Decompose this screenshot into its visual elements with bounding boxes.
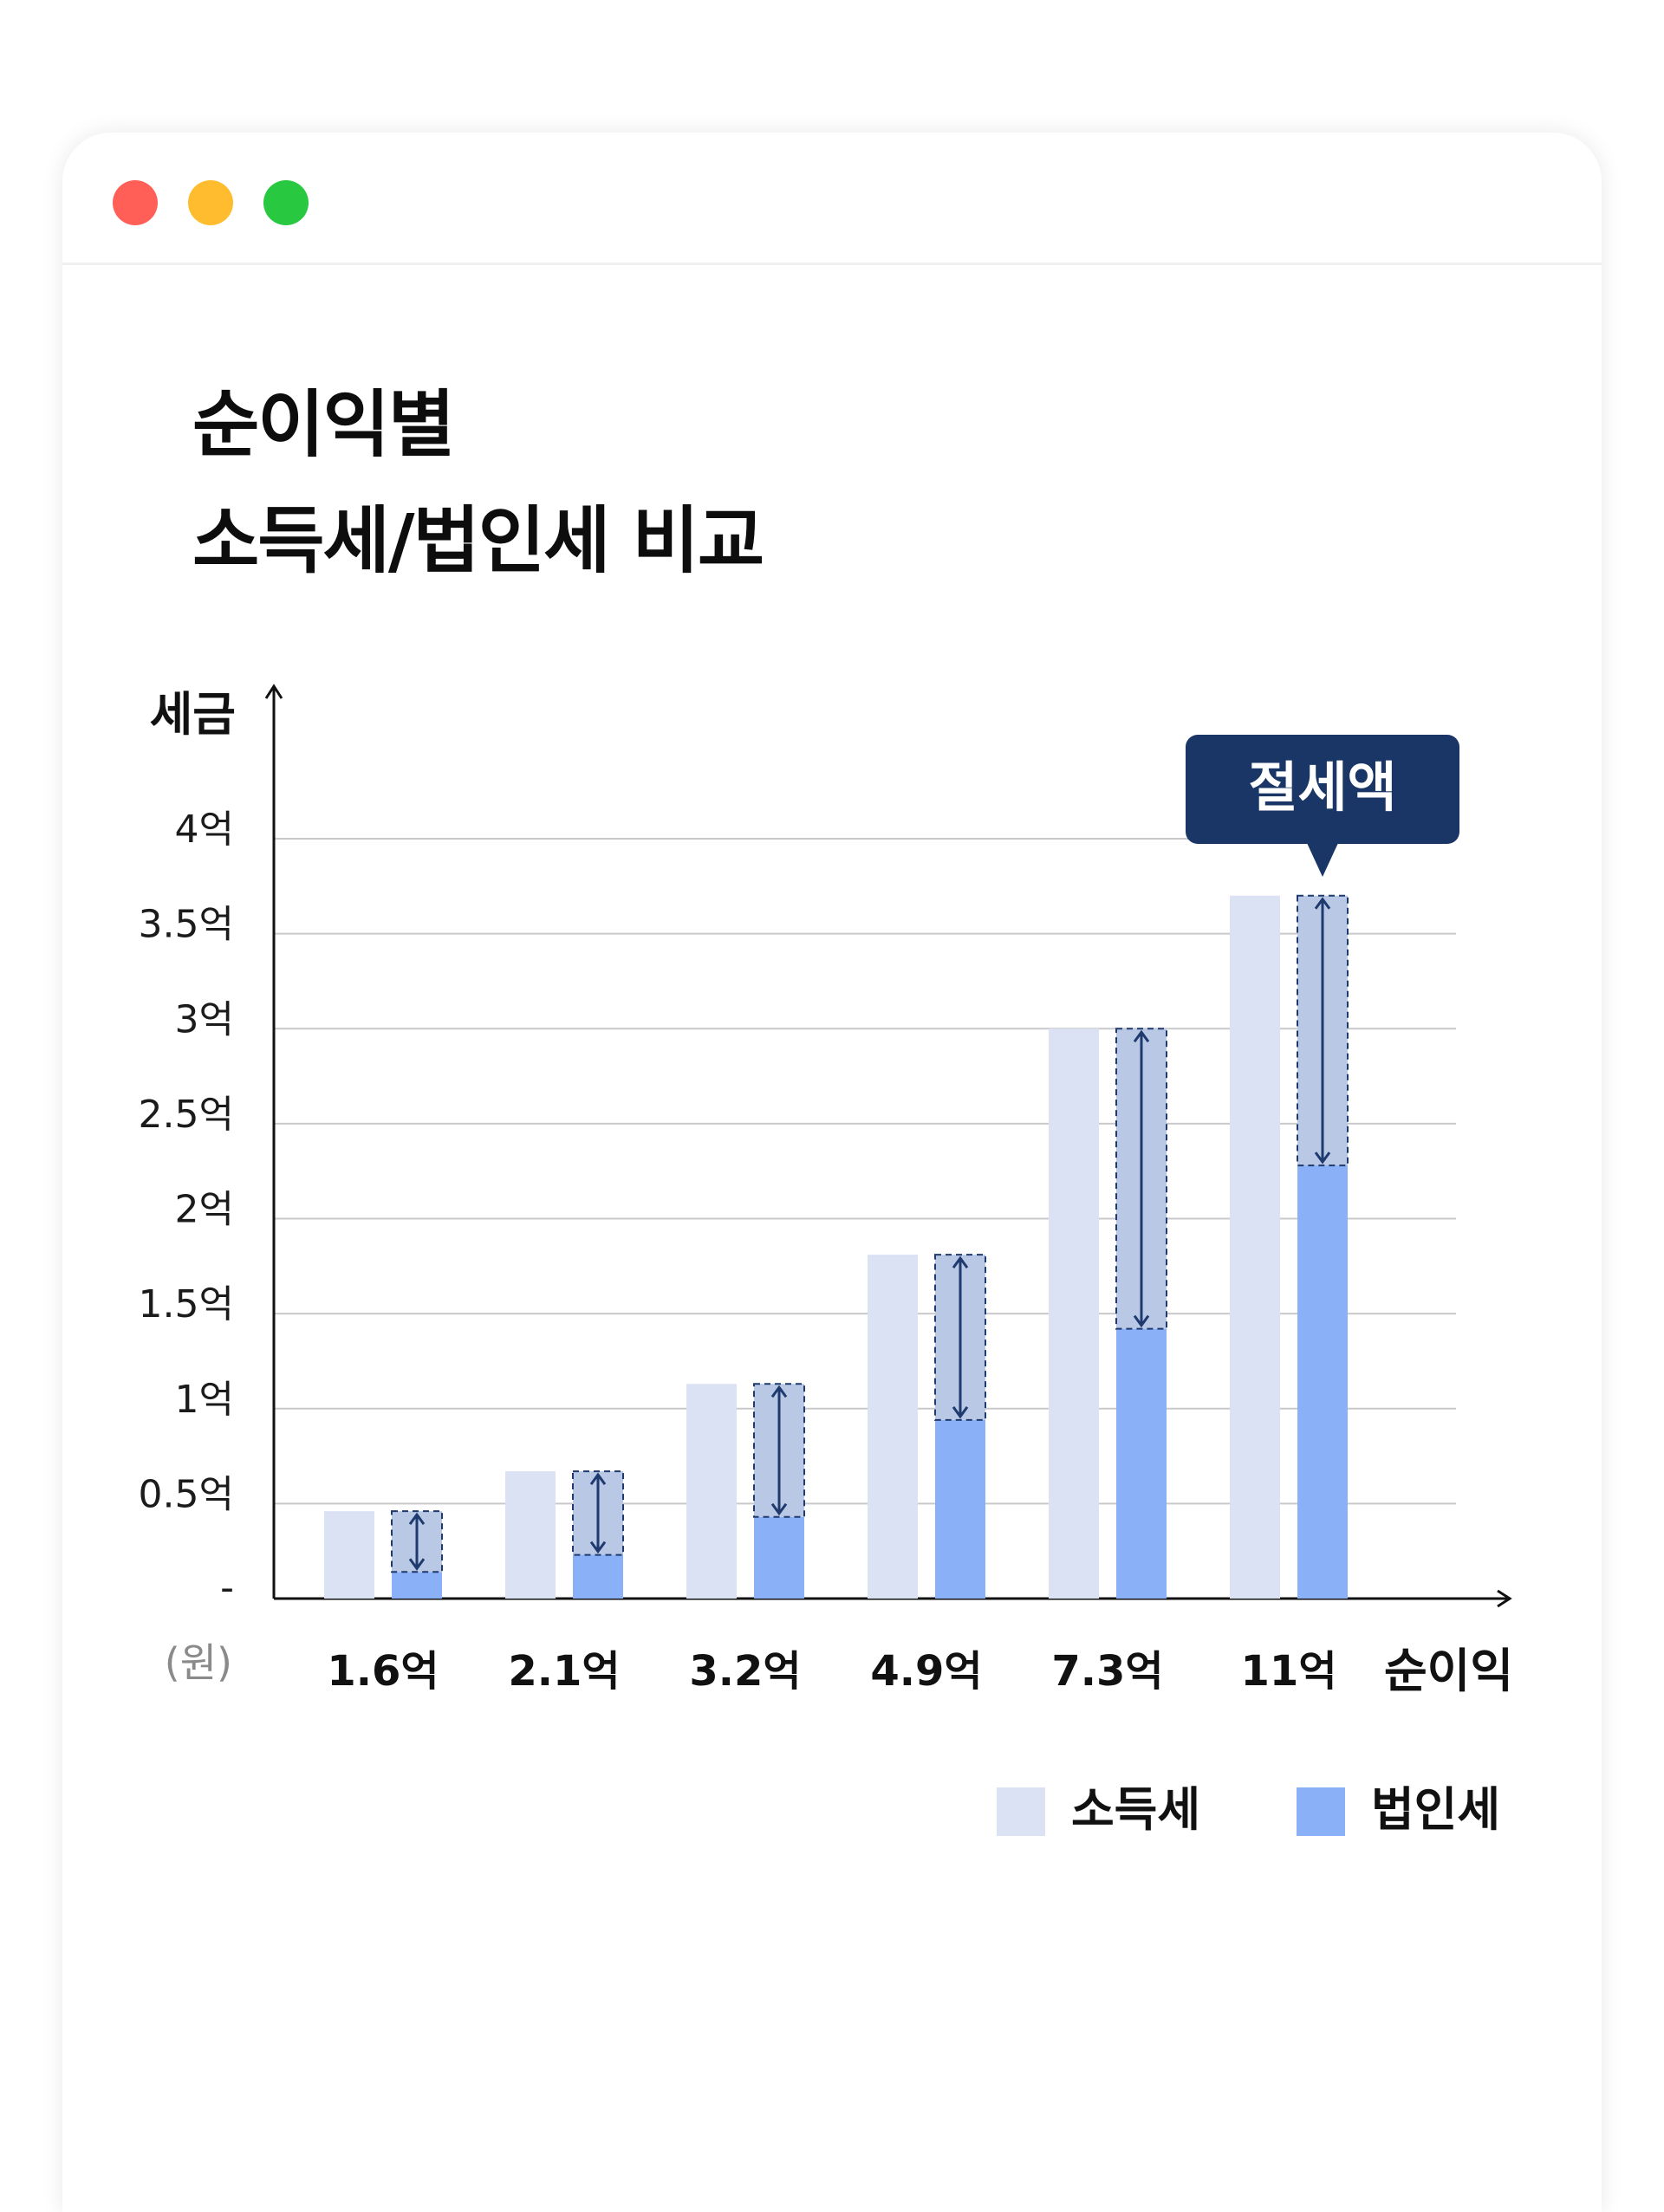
- savings-arrow-head-up: [952, 1255, 969, 1269]
- x-axis-arrow: [1497, 1589, 1512, 1608]
- bar-income-tax: [505, 1471, 556, 1599]
- legend-swatch-income-tax: [997, 1787, 1045, 1836]
- savings-arrow-head-up: [589, 1472, 607, 1485]
- chart-title-line2: 소득세/법인세 비교: [192, 498, 764, 583]
- y-axis-arrow: [264, 684, 283, 699]
- savings-arrow-head-down: [952, 1406, 969, 1419]
- savings-arrow-head-up: [1133, 1029, 1150, 1043]
- y-tick-label: -: [220, 1566, 234, 1610]
- legend-label-corporate-tax: 법인세: [1371, 1782, 1500, 1837]
- bar-corporate-tax: [1297, 1165, 1348, 1599]
- close-button[interactable]: [113, 180, 158, 225]
- y-tick-label: 3억: [175, 997, 234, 1041]
- savings-arrow-head-down: [770, 1502, 788, 1516]
- x-axis-title: 순이익: [1384, 1644, 1513, 1698]
- savings-arrow-head-down: [1314, 1151, 1331, 1164]
- bar-income-tax: [868, 1255, 918, 1599]
- bar-corporate-tax: [754, 1516, 804, 1599]
- legend-swatch-corporate-tax: [1297, 1787, 1345, 1836]
- bar-income-tax: [1049, 1028, 1099, 1599]
- x-tick-label: 7.3억: [1051, 1647, 1163, 1696]
- y-tick-label: 2억: [175, 1188, 234, 1232]
- savings-arrow-head-up: [770, 1385, 788, 1398]
- savings-arrow-head-down: [408, 1558, 426, 1571]
- bar-income-tax: [324, 1511, 374, 1599]
- window-titlebar: [62, 133, 1602, 265]
- callout-pointer: [1307, 843, 1338, 877]
- minimize-button[interactable]: [188, 180, 233, 225]
- savings-arrow-head-down: [589, 1541, 607, 1554]
- bar-income-tax: [1230, 895, 1280, 1599]
- y-tick-label: 1.5억: [139, 1282, 234, 1327]
- y-tick-label: 2.5억: [139, 1093, 234, 1137]
- savings-arrow-head-up: [1314, 897, 1331, 910]
- bar-corporate-tax: [392, 1572, 442, 1599]
- bar-corporate-tax: [935, 1419, 985, 1599]
- chart-title: 순이익별 소득세/법인세 비교: [192, 367, 764, 599]
- legend-label-income-tax: 소득세: [1071, 1782, 1200, 1837]
- y-tick-label: 4억: [175, 808, 234, 852]
- callout-box: [1186, 735, 1459, 844]
- y-tick-label: 0.5억: [139, 1472, 234, 1516]
- callout-label: 절세액: [1248, 756, 1396, 819]
- x-tick-label: 1.6억: [327, 1647, 439, 1696]
- x-tick-label: 11억: [1241, 1647, 1337, 1696]
- chart-title-line1: 순이익별: [192, 382, 455, 467]
- x-tick-label: 4.9억: [870, 1647, 982, 1696]
- savings-arrow-head-down: [1133, 1314, 1150, 1328]
- bar-chart: - 0.5억 1억 1.5억 2억 2.5억 3억 3.5억 4억 세금 (원) 순이익 1.6억 2.1…: [139, 684, 1513, 1837]
- maximize-button[interactable]: [263, 180, 309, 225]
- x-tick-label: 2.1억: [508, 1647, 620, 1696]
- y-axis-unit: (원): [165, 1639, 232, 1686]
- bar-income-tax: [686, 1384, 737, 1599]
- bar-corporate-tax: [1116, 1328, 1167, 1599]
- savings-arrow-head-up: [408, 1512, 426, 1526]
- bar-corporate-tax: [573, 1554, 623, 1599]
- y-tick-label: 1억: [175, 1378, 234, 1422]
- y-axis-title: 세금: [150, 687, 236, 742]
- y-tick-label: 3.5억: [139, 903, 234, 947]
- x-tick-label: 3.2억: [689, 1647, 801, 1696]
